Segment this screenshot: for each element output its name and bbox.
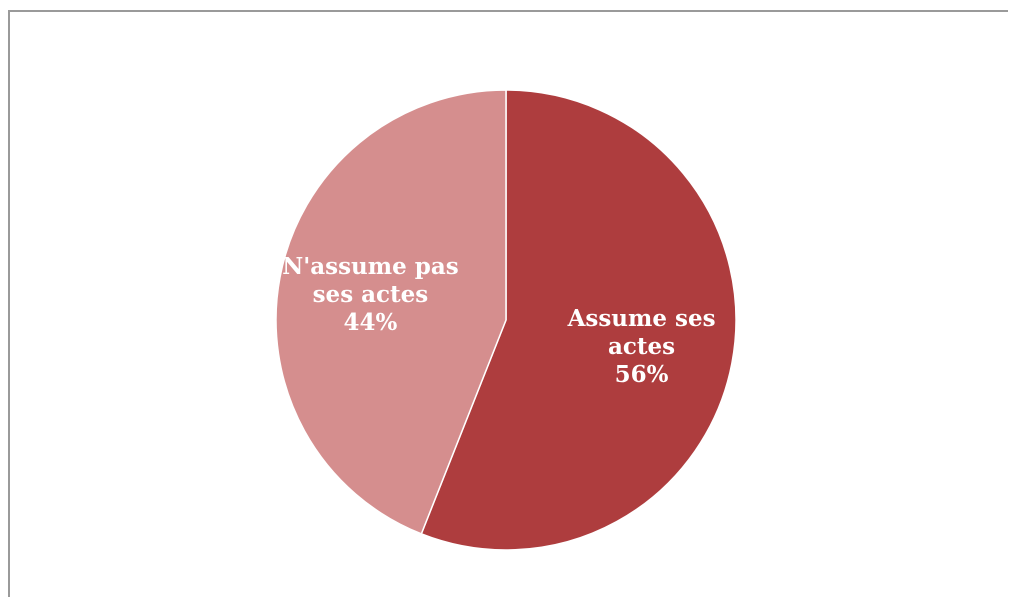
pie-slices — [275, 89, 737, 551]
slice-0-category-label: actes — [608, 333, 675, 360]
pie-slice-0 — [420, 89, 737, 551]
pie-slice-1 — [275, 89, 507, 535]
slice-1-category-label: N'assume pas — [282, 253, 459, 280]
slice-1-category-label: ses actes — [313, 281, 429, 308]
slice-0-value-label: 56% — [615, 361, 669, 388]
slice-0-category-label: Assume ses — [567, 305, 716, 332]
slice-1-value-label: 44% — [344, 309, 398, 336]
